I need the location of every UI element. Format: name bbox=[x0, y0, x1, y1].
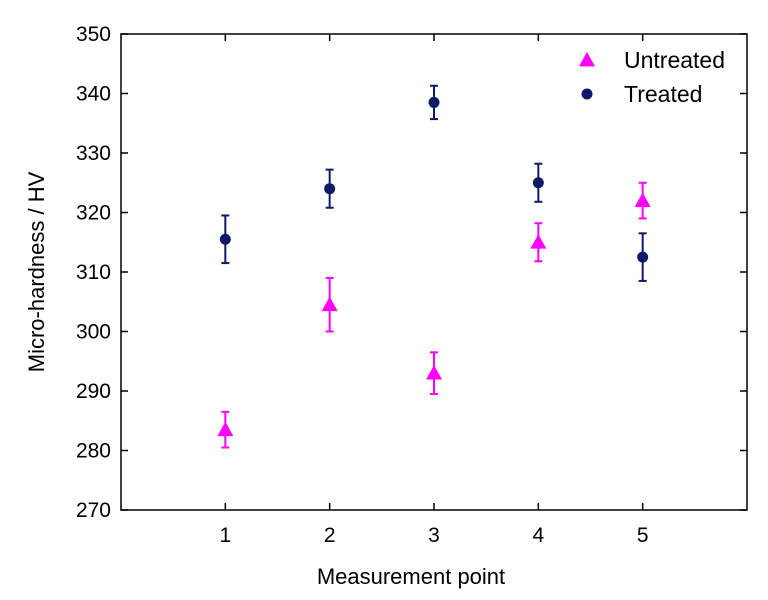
legend-marker-treated bbox=[581, 88, 593, 100]
y-axis: 270 280 290 300 310 320 330 340 350 bbox=[76, 23, 747, 522]
data-point bbox=[321, 296, 338, 312]
y-tick-label: 300 bbox=[76, 321, 111, 344]
series-untreated bbox=[217, 181, 651, 449]
data-point bbox=[634, 192, 651, 207]
data-point bbox=[532, 177, 544, 189]
y-tick-label: 290 bbox=[76, 380, 111, 403]
y-tick-label: 340 bbox=[76, 83, 111, 106]
x-tick-label: 4 bbox=[532, 524, 544, 547]
data-point bbox=[324, 183, 336, 195]
data-point bbox=[530, 234, 547, 249]
y-tick-label: 320 bbox=[76, 202, 111, 225]
y-tick-label: 350 bbox=[76, 23, 111, 46]
y-tick-label: 330 bbox=[76, 142, 111, 165]
legend-label-treated: Treated bbox=[624, 81, 702, 107]
series-treated bbox=[219, 84, 649, 282]
data-point bbox=[217, 421, 234, 437]
x-axis-title: Measurement point bbox=[317, 564, 505, 589]
y-tick-label: 270 bbox=[76, 499, 111, 522]
y-axis-title: Micro-hardness / HV bbox=[24, 171, 49, 372]
legend: Untreated Treated bbox=[579, 47, 725, 107]
data-point bbox=[637, 251, 649, 263]
x-tick-label: 1 bbox=[219, 524, 231, 547]
y-tick-label: 280 bbox=[76, 440, 111, 463]
data-point bbox=[426, 365, 442, 380]
legend-label-untreated: Untreated bbox=[624, 47, 725, 73]
data-point bbox=[219, 233, 231, 245]
legend-marker-untreated bbox=[579, 52, 595, 67]
x-axis: 1 2 3 4 5 bbox=[219, 34, 649, 547]
x-tick-label: 5 bbox=[637, 524, 649, 547]
x-tick-label: 2 bbox=[324, 524, 336, 547]
plot-area bbox=[217, 84, 651, 449]
data-point bbox=[428, 96, 440, 108]
x-tick-label: 3 bbox=[428, 524, 440, 547]
y-tick-label: 310 bbox=[76, 261, 111, 284]
